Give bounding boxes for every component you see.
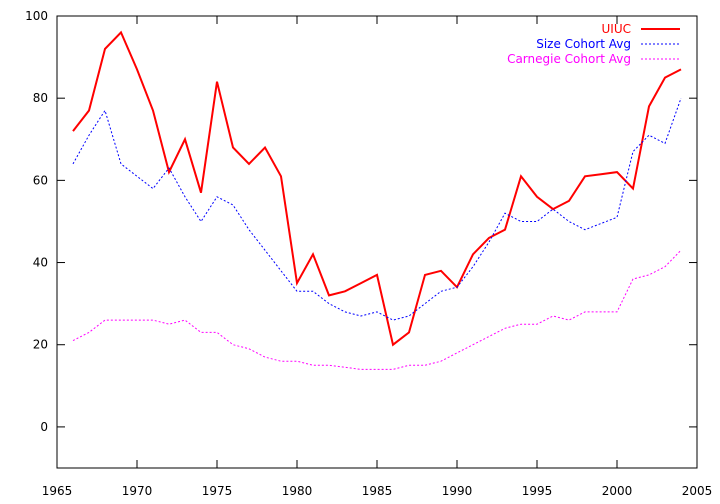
x-tick-label: 1970 [122,484,153,498]
series-line-size-cohort-avg [72,98,682,321]
x-tick-label: 2005 [682,484,713,498]
axis-ticks: 1965 1970 1975 1980 1985 1990 1995 2000 2005 0 20 4… [25,9,712,498]
x-tick-label: 1980 [282,484,313,498]
legend-label-size-cohort-avg: Size Cohort Avg [536,37,631,51]
legend-label-carnegie-cohort-avg: Carnegie Cohort Avg [507,52,631,66]
x-tick-label: 1985 [362,484,393,498]
x-tick-label: 1965 [42,484,73,498]
y-tick-label: 20 [33,338,48,352]
plot-frame [56,15,698,469]
x-tick-label: 1975 [202,484,233,498]
y-tick-label: 100 [25,9,48,23]
series-line-uiuc [72,30,682,347]
x-tick-label: 2000 [602,484,633,498]
series-layer [72,30,682,370]
y-tick-label: 40 [33,256,48,270]
series-line-carnegie-cohort-avg [72,249,682,370]
x-tick-label: 1995 [522,484,553,498]
y-tick-label: 60 [33,173,48,187]
y-tick-label: 80 [33,91,48,105]
x-tick-label: 1990 [442,484,473,498]
legend-label-uiuc: UIUC [602,22,631,36]
y-tick-label: 0 [40,420,48,434]
